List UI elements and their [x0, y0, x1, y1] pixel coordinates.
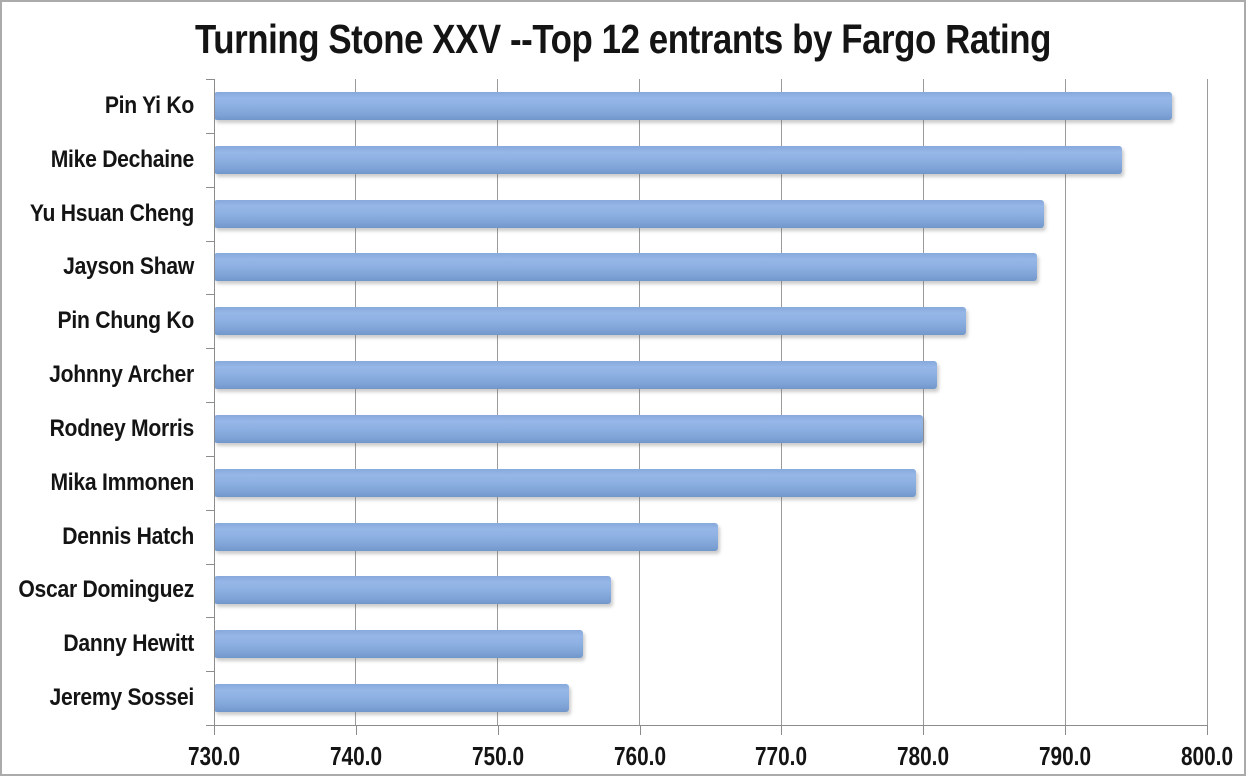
x-axis-tick-label: 790.0	[1039, 741, 1092, 771]
x-axis-tick-label: 780.0	[897, 741, 950, 771]
x-axis-tick-label: 740.0	[329, 741, 382, 771]
y-axis-tick	[206, 348, 214, 349]
x-axis-tick	[923, 726, 925, 735]
category-label: Danny Hewitt	[63, 630, 194, 658]
x-axis-tick	[497, 726, 499, 735]
bar	[214, 684, 569, 713]
y-axis-tick	[206, 187, 214, 188]
y-axis-tick	[206, 402, 214, 403]
bar	[214, 91, 1172, 120]
x-axis-tick-label: 770.0	[755, 741, 808, 771]
category-label: Rodney Morris	[49, 414, 195, 442]
y-axis-tick	[206, 510, 214, 511]
y-axis-tick	[206, 294, 214, 295]
y-axis-tick	[206, 617, 214, 618]
gridline	[355, 79, 357, 725]
gridline	[639, 79, 641, 725]
y-axis-tick	[206, 79, 214, 80]
x-axis-tick-label: 800.0	[1180, 741, 1234, 771]
bar	[214, 630, 583, 659]
category-label: Johnny Archer	[49, 361, 195, 389]
bar	[214, 361, 938, 390]
y-axis-tick	[206, 133, 214, 134]
gridline	[922, 79, 924, 725]
y-axis-tick	[206, 456, 214, 457]
x-axis-tick-label: 730.0	[187, 741, 241, 771]
bar	[214, 468, 917, 497]
y-axis-tick	[206, 671, 214, 672]
category-label: Yu Hsuan Cheng	[29, 199, 195, 227]
category-label: Jayson Shaw	[63, 253, 194, 281]
x-axis-tick	[214, 726, 215, 735]
y-axis-line	[214, 79, 215, 726]
bar	[214, 145, 1122, 174]
bar	[214, 307, 966, 336]
bar	[214, 414, 924, 443]
chart-title: Turning Stone XXV --Top 12 entrants by F…	[194, 16, 1052, 62]
gridline	[497, 79, 499, 725]
category-label: Oscar Dominguez	[18, 576, 194, 604]
x-axis-tick	[1065, 726, 1067, 735]
category-label: Jeremy Sossei	[49, 684, 194, 712]
gridline	[1206, 79, 1208, 725]
category-label: Mika Immonen	[50, 468, 194, 496]
x-axis-tick	[355, 726, 357, 735]
x-axis-tick	[1207, 726, 1208, 735]
gridline	[1064, 79, 1066, 725]
y-axis-tick	[206, 725, 214, 726]
category-axis: Pin Yi Ko Mike Dechaine Yu Hsuan Cheng Jays…	[2, 79, 194, 725]
x-axis-line	[214, 725, 1208, 726]
x-axis-tick-label: 760.0	[613, 741, 666, 771]
category-label: Dennis Hatch	[62, 522, 195, 550]
y-axis-tick	[206, 564, 214, 565]
category-label: Mike Dechaine	[50, 145, 195, 173]
bar	[214, 199, 1044, 228]
x-axis-tick-label: 750.0	[471, 741, 524, 771]
y-axis-tick	[206, 241, 214, 242]
x-axis-tick	[781, 726, 783, 735]
x-axis-tick	[639, 726, 641, 735]
plot-area	[214, 79, 1208, 725]
bar	[214, 576, 612, 605]
bar	[214, 253, 1037, 282]
category-label: Pin Yi Ko	[104, 91, 194, 119]
bar	[214, 522, 718, 551]
category-label: Pin Chung Ko	[57, 307, 195, 335]
gridline	[780, 79, 782, 725]
